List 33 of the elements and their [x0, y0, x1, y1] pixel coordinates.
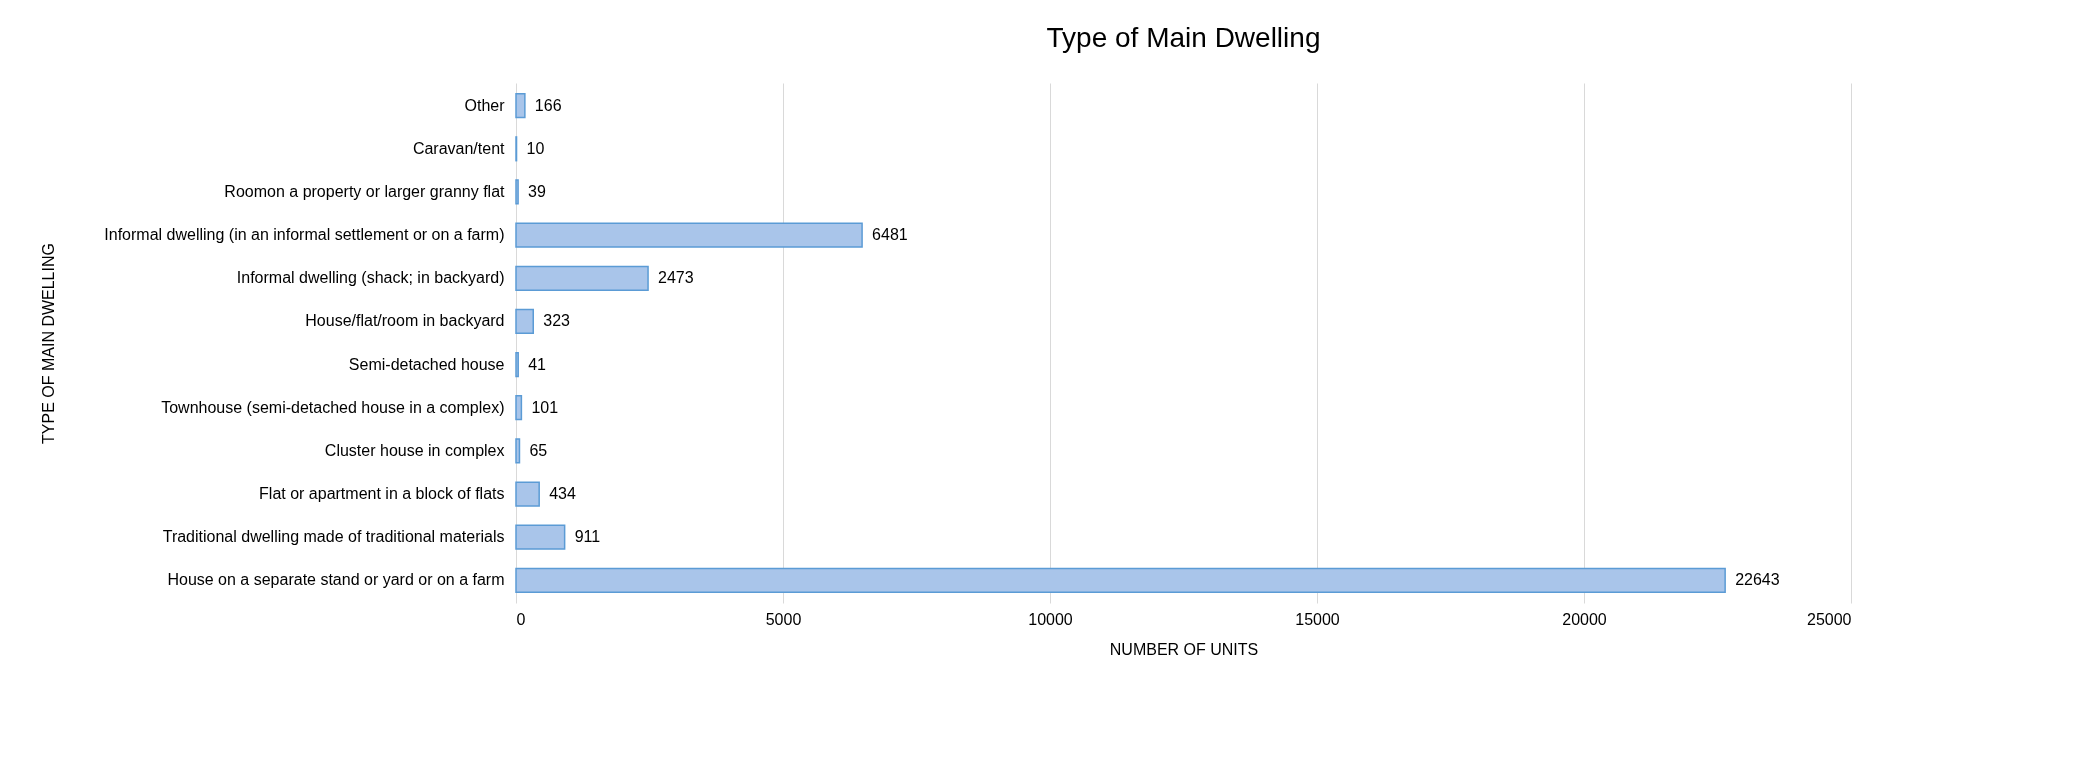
y-tick-label: House on a separate stand or yard or on a farm — [167, 571, 505, 589]
y-tick-label: Caravan/tent — [412, 139, 506, 157]
x-tick-label: 10000 — [1028, 610, 1073, 628]
y-tick-label: Townhouse (semi-detached house in a complex) — [161, 398, 505, 416]
y-tick-label: Cluster house in complex — [324, 441, 505, 459]
data-label: 10 — [526, 139, 545, 157]
data-label: 101 — [531, 398, 559, 416]
data-label: 39 — [528, 182, 546, 200]
y-tick-label: Semi-detached house — [348, 355, 505, 373]
x-tick-label: 15000 — [1295, 610, 1340, 628]
x-tick-label: 5000 — [765, 610, 802, 628]
x-axis-title: NUMBER OF UNITS — [1109, 640, 1259, 658]
y-tick-label: Informal dwelling (in an informal settlement or on a farm) — [104, 226, 505, 244]
y-tick-label: Informal dwelling (shack; in backyard) — [236, 269, 505, 287]
chart-title: Type of Main Dwelling — [1046, 22, 1321, 53]
data-label: 434 — [549, 485, 576, 503]
data-label: 911 — [574, 528, 601, 546]
y-tick-label: Traditional dwelling made of traditional materials — [162, 528, 505, 546]
data-label: 6481 — [872, 226, 908, 244]
y-tick-label: House/flat/room in backyard — [305, 312, 505, 330]
y-tick-label: Other — [464, 96, 506, 114]
x-tick-label: 0 — [516, 610, 526, 628]
y-tick-label: Roomon a property or larger granny flat — [224, 182, 506, 200]
x-tick-label: 20000 — [1562, 610, 1607, 628]
x-tick-label: 25000 — [1807, 610, 1852, 628]
y-tick-label: Flat or apartment in a block of flats — [259, 485, 505, 503]
data-label: 22643 — [1735, 571, 1780, 589]
data-label: 41 — [528, 355, 547, 373]
data-label: 166 — [534, 96, 562, 114]
data-label: 323 — [543, 312, 571, 330]
data-label: 65 — [529, 441, 548, 459]
y-axis-title: TYPE OF MAIN DWELLING — [39, 243, 57, 444]
data-label: 2473 — [658, 269, 694, 287]
